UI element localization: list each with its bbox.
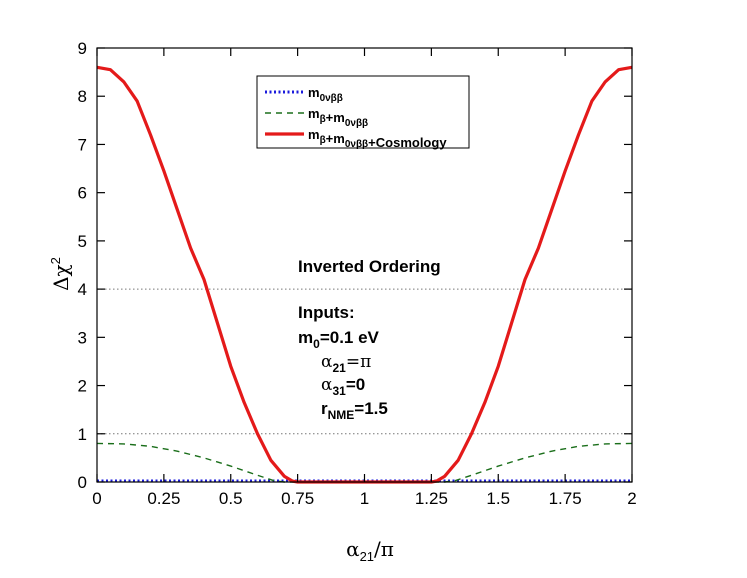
y-tick-label-8: 8 bbox=[78, 87, 87, 106]
y-tick-label-9: 9 bbox=[78, 39, 87, 58]
axis-ticks bbox=[96, 47, 633, 483]
inputs-title: Inputs: bbox=[298, 303, 355, 322]
legend-box bbox=[256, 75, 470, 149]
x-axis-title: α21/π bbox=[346, 537, 394, 564]
y-tick-label-5: 5 bbox=[78, 232, 87, 251]
legend-label-0: m0νββ bbox=[308, 85, 343, 104]
x-tick-label-4: 1 bbox=[360, 489, 369, 508]
y-tick-label-1: 1 bbox=[78, 425, 87, 444]
m0-input: m0=0.1 eV bbox=[298, 328, 380, 351]
y-tick-label-2: 2 bbox=[78, 377, 87, 396]
y-tick-label-4: 4 bbox=[78, 280, 87, 299]
y-tick-label-3: 3 bbox=[78, 328, 87, 347]
annotations: Inverted Ordering Inputs: m0=0.1 eV α21=… bbox=[298, 257, 441, 422]
legend-label-1: mβ+m0νββ bbox=[308, 106, 368, 129]
alpha21-input: α21=π bbox=[321, 352, 371, 375]
ordering-label: Inverted Ordering bbox=[298, 257, 441, 276]
rnme-input: rNME=1.5 bbox=[321, 399, 388, 422]
y-axis-title: Δχ2 bbox=[48, 257, 73, 291]
x-tick-label-5: 1.25 bbox=[415, 489, 448, 508]
x-tick-label-0: 0 bbox=[92, 489, 101, 508]
y-tick-label-7: 7 bbox=[78, 135, 87, 154]
alpha31-input: α31=0 bbox=[321, 375, 365, 398]
y-tick-labels: 0 1 2 3 4 5 6 7 8 9 bbox=[78, 39, 87, 492]
x-tick-label-8: 2 bbox=[627, 489, 636, 508]
legend-label-2: mβ+m0νββ+Cosmology bbox=[308, 127, 447, 150]
y-tick-label-6: 6 bbox=[78, 184, 87, 203]
reference-lines bbox=[97, 288, 632, 435]
x-tick-label-3: 0.75 bbox=[281, 489, 314, 508]
x-tick-label-2: 0.5 bbox=[219, 489, 243, 508]
x-tick-labels: 0 0.25 0.5 0.75 1 1.25 1.5 1.75 2 bbox=[92, 489, 636, 508]
x-tick-label-7: 1.75 bbox=[549, 489, 582, 508]
x-tick-label-6: 1.5 bbox=[486, 489, 510, 508]
x-tick-label-1: 0.25 bbox=[147, 489, 180, 508]
y-tick-label-0: 0 bbox=[78, 473, 87, 492]
